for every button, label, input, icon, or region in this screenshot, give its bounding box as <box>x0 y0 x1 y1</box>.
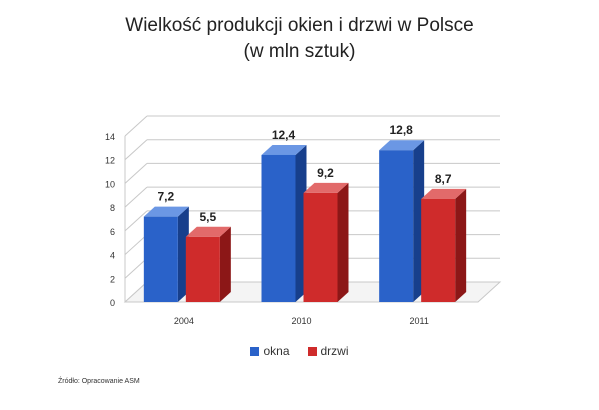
y-tick-label: 4 <box>110 251 115 261</box>
gridline-side <box>124 139 148 161</box>
bar-drzwi-2011 <box>421 198 456 302</box>
legend-swatch-okna <box>250 346 260 356</box>
x-tick-label: 2010 <box>291 316 311 326</box>
y-tick-label: 12 <box>105 156 115 166</box>
data-label-drzwi-2004: 5,5 <box>199 210 216 224</box>
chart-title: Wielkość produkcji okien i drzwi w Polsc… <box>125 15 474 36</box>
y-tick-label: 0 <box>110 298 115 308</box>
gridline-side <box>124 234 148 255</box>
y-tick-label: 2 <box>110 274 115 284</box>
chart-subtitle: (w mln sztuk) <box>243 41 356 62</box>
legend-label-okna: okna <box>263 344 290 358</box>
bar-top-drzwi-2004 <box>185 226 231 237</box>
bar-side-drzwi-2011 <box>455 188 467 302</box>
bar-side-drzwi-2004 <box>219 226 231 302</box>
source-note: Źródło: Opracowanie ASM <box>58 378 140 385</box>
gridline-side <box>124 210 148 232</box>
gridline-side <box>124 186 148 208</box>
gridline-side <box>124 163 148 184</box>
y-tick-label: 6 <box>110 227 115 237</box>
bar-top-drzwi-2010 <box>303 182 349 193</box>
data-label-okna-2004: 7,2 <box>157 190 174 204</box>
bar-top-okna-2010 <box>261 144 307 155</box>
legend-item-okna: okna <box>250 344 290 358</box>
x-tick-label: 2011 <box>409 316 428 326</box>
gridline-side <box>124 257 148 279</box>
chart-legend: okna drzwi <box>0 344 599 358</box>
data-label-okna-2011: 12,8 <box>389 123 413 137</box>
bar-top-okna-2004 <box>143 206 189 217</box>
x-tick-label: 2004 <box>174 316 194 326</box>
bar-side-drzwi-2010 <box>337 182 349 302</box>
bar-top-okna-2011 <box>379 140 425 151</box>
bar-top-drzwi-2011 <box>421 188 467 199</box>
bar-drzwi-2010 <box>303 192 338 302</box>
data-label-drzwi-2010: 9,2 <box>317 166 334 180</box>
gridline-side <box>124 115 148 137</box>
bar-okna-2004 <box>143 216 178 302</box>
bar-okna-2011 <box>379 150 414 302</box>
y-tick-label: 10 <box>105 179 115 189</box>
legend-item-drzwi: drzwi <box>307 344 349 358</box>
legend-label-drzwi: drzwi <box>320 344 349 358</box>
y-tick-label: 8 <box>110 203 115 213</box>
bar-drzwi-2004 <box>185 236 220 302</box>
y-tick-label: 14 <box>105 132 115 142</box>
legend-swatch-drzwi <box>307 346 317 356</box>
data-label-okna-2010: 12,4 <box>272 128 296 142</box>
data-label-drzwi-2011: 8,7 <box>435 172 452 186</box>
bar-okna-2010 <box>261 154 296 302</box>
